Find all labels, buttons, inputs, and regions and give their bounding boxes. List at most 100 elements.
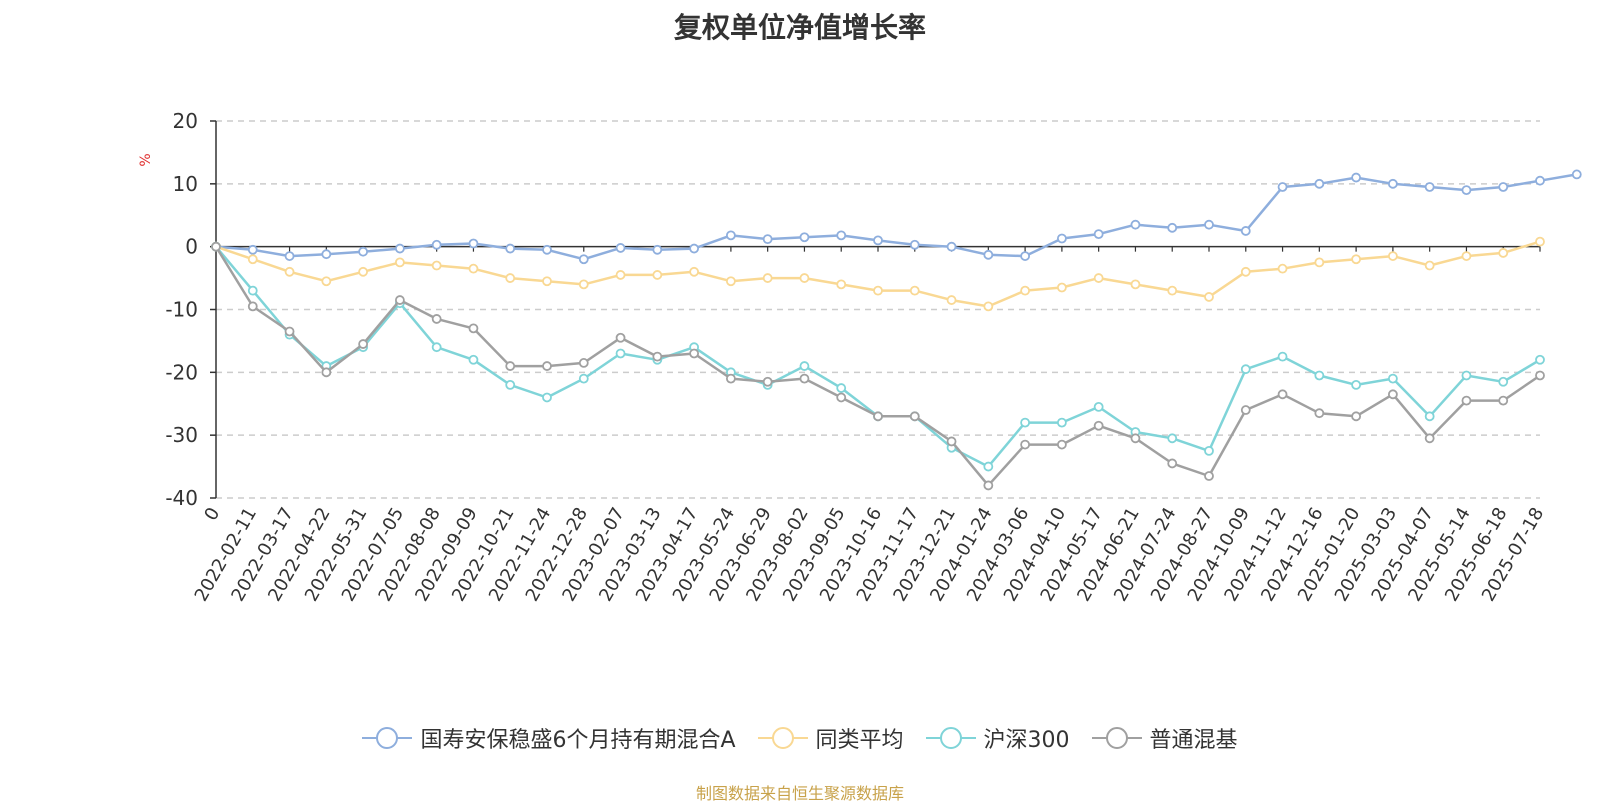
data-point[interactable] — [1020, 439, 1031, 450]
data-point[interactable] — [836, 279, 847, 290]
data-point[interactable] — [1056, 417, 1067, 428]
data-point[interactable] — [358, 246, 369, 257]
data-point[interactable] — [247, 301, 258, 312]
data-point[interactable] — [284, 251, 295, 261]
data-point[interactable] — [247, 254, 258, 265]
legend-item-csi300[interactable]: 沪深300 — [925, 722, 1070, 754]
data-point[interactable] — [578, 373, 589, 384]
data-point[interactable] — [836, 392, 847, 403]
data-point[interactable] — [1240, 405, 1251, 415]
data-point[interactable] — [615, 348, 626, 359]
data-point[interactable] — [1387, 178, 1398, 189]
data-point[interactable] — [1093, 420, 1104, 431]
data-point[interactable] — [542, 244, 552, 255]
data-point[interactable] — [689, 243, 700, 254]
data-point[interactable] — [873, 411, 883, 422]
data-point[interactable] — [1167, 285, 1178, 296]
data-point[interactable] — [836, 383, 847, 393]
data-point[interactable] — [836, 230, 847, 241]
data-point[interactable] — [1277, 182, 1288, 192]
data-point[interactable] — [394, 257, 405, 268]
data-point[interactable] — [909, 285, 920, 296]
data-point[interactable] — [1020, 417, 1031, 428]
data-point[interactable] — [689, 266, 700, 277]
data-point[interactable] — [1314, 178, 1325, 189]
data-point[interactable] — [1020, 251, 1031, 261]
data-point[interactable] — [321, 249, 332, 260]
data-point[interactable] — [1535, 175, 1545, 186]
data-point[interactable] — [1498, 395, 1509, 406]
data-point[interactable] — [1277, 263, 1288, 274]
data-point[interactable] — [1093, 273, 1104, 283]
data-point[interactable] — [1461, 185, 1472, 196]
data-point[interactable] — [468, 238, 479, 249]
data-point[interactable] — [321, 276, 332, 287]
legend-item-fund[interactable]: 国寿安保稳盛6个月持有期混合A — [362, 722, 736, 754]
data-point[interactable] — [799, 373, 810, 384]
data-point[interactable] — [505, 379, 516, 390]
data-point[interactable] — [652, 351, 663, 362]
data-point[interactable] — [1461, 395, 1472, 406]
data-point[interactable] — [578, 358, 589, 368]
data-point[interactable] — [1535, 370, 1545, 381]
data-point[interactable] — [468, 354, 479, 365]
data-point[interactable] — [1314, 370, 1325, 381]
data-point[interactable] — [1424, 411, 1435, 422]
data-point[interactable] — [909, 411, 920, 422]
data-point[interactable] — [578, 254, 589, 265]
data-point[interactable] — [431, 314, 442, 324]
data-point[interactable] — [1351, 411, 1362, 422]
data-point[interactable] — [652, 270, 663, 280]
data-point[interactable] — [505, 273, 516, 283]
data-point[interactable] — [1277, 351, 1288, 362]
data-point[interactable] — [762, 234, 773, 245]
data-point[interactable] — [799, 273, 810, 283]
data-point[interactable] — [762, 273, 773, 283]
data-point[interactable] — [652, 244, 663, 255]
data-point[interactable] — [799, 361, 810, 371]
legend-item-category-average[interactable]: 同类平均 — [757, 722, 904, 754]
data-point[interactable] — [284, 326, 295, 337]
data-point[interactable] — [1130, 279, 1141, 290]
data-point[interactable] — [1240, 226, 1251, 236]
data-point[interactable] — [799, 232, 810, 243]
data-point[interactable] — [431, 260, 442, 271]
data-point[interactable] — [468, 263, 479, 274]
data-point[interactable] — [1387, 373, 1398, 384]
data-point[interactable] — [725, 373, 736, 384]
legend-item-hybrid-fund[interactable]: 普通混基 — [1091, 722, 1238, 754]
data-point[interactable] — [1498, 376, 1509, 387]
data-point[interactable] — [542, 361, 552, 371]
data-point[interactable] — [1461, 370, 1472, 381]
data-point[interactable] — [725, 230, 736, 241]
data-point[interactable] — [983, 301, 994, 312]
data-point[interactable] — [615, 243, 626, 253]
data-point[interactable] — [247, 285, 258, 296]
data-point[interactable] — [1424, 260, 1435, 271]
data-point[interactable] — [946, 241, 957, 252]
data-point[interactable] — [1387, 389, 1398, 400]
data-point[interactable] — [1277, 389, 1288, 400]
data-point[interactable] — [1314, 408, 1325, 419]
data-point[interactable] — [1240, 266, 1251, 277]
data-point[interactable] — [1387, 251, 1398, 261]
data-point[interactable] — [1204, 445, 1214, 456]
data-point[interactable] — [873, 235, 883, 246]
data-point[interactable] — [1167, 433, 1178, 444]
data-point[interactable] — [1056, 282, 1067, 293]
data-point[interactable] — [1130, 219, 1141, 230]
data-point[interactable] — [1056, 233, 1067, 244]
data-point[interactable] — [542, 392, 552, 403]
data-point[interactable] — [1351, 254, 1362, 265]
data-point[interactable] — [1167, 222, 1178, 233]
data-point[interactable] — [983, 249, 994, 260]
data-point[interactable] — [505, 361, 516, 371]
data-point[interactable] — [1571, 169, 1582, 180]
data-point[interactable] — [909, 239, 920, 250]
data-point[interactable] — [1498, 248, 1509, 258]
data-point[interactable] — [1498, 182, 1509, 192]
data-point[interactable] — [1240, 364, 1251, 375]
data-point[interactable] — [1056, 439, 1067, 450]
data-point[interactable] — [394, 295, 405, 305]
data-point[interactable] — [1424, 433, 1435, 444]
